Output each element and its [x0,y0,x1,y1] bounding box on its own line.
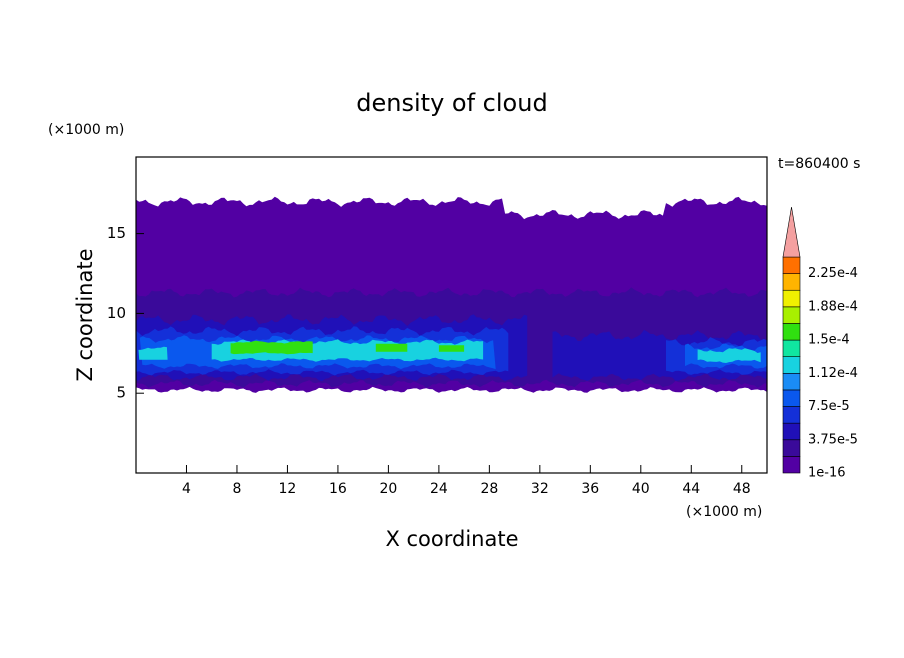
x-tick-label: 24 [430,481,448,497]
y-label: Z coordinate [73,248,97,381]
x-tick-label: 4 [182,481,191,497]
y-tick-label: 5 [116,384,126,402]
contour-band [138,346,168,360]
contour-band [697,348,761,363]
x-unit: (×1000 m) [686,504,762,520]
colorbar-box [782,306,801,324]
colorbar-label: 3.75e-5 [808,432,858,447]
colorbar-box [782,323,801,341]
time-label: t=860400 s [778,156,860,172]
x-tick-label: 8 [232,481,241,497]
x-tick-label: 12 [279,481,297,497]
chart-title: density of cloud [356,89,547,117]
x-tick-label: 32 [531,481,549,497]
colorbar-label: 2.25e-4 [808,266,858,281]
x-tick-label: 28 [480,481,498,497]
colorbar-box [782,339,801,357]
plot-frame [135,156,768,474]
colorbar-box [782,289,801,308]
colorbar-label: 7.5e-5 [808,399,850,414]
x-tick-label: 48 [733,481,751,497]
contour-band [230,340,313,355]
colorbar-box [782,273,801,291]
colorbar-label: 1.88e-4 [808,299,858,314]
y-tick-label: 10 [107,304,126,322]
y-unit: (×1000 m) [48,122,124,138]
contour-field [136,196,767,393]
x-tick-label: 36 [581,481,599,497]
colorbar-box [782,389,801,407]
x-tick-label: 16 [329,481,347,497]
colorbar-box [782,373,801,391]
colorbar-label: 1.5e-4 [808,333,850,348]
x-tick-label: 20 [379,481,397,497]
colorbar-box [782,406,801,424]
x-tick-label: 44 [682,481,700,497]
colorbar-over [782,206,801,258]
contour-band [375,343,408,352]
x-tick-label: 40 [632,481,650,497]
colorbar-box [782,439,801,457]
colorbar-box [782,256,801,274]
contour-band [438,345,465,352]
y-tick-label: 15 [107,224,126,242]
colorbar-label: 1e-16 [808,466,846,481]
colorbar-box [782,356,801,374]
colorbar-label: 1.12e-4 [808,366,858,381]
colorbar-box [782,456,801,474]
colorbar-box [782,422,801,441]
x-label: X coordinate [385,527,518,551]
